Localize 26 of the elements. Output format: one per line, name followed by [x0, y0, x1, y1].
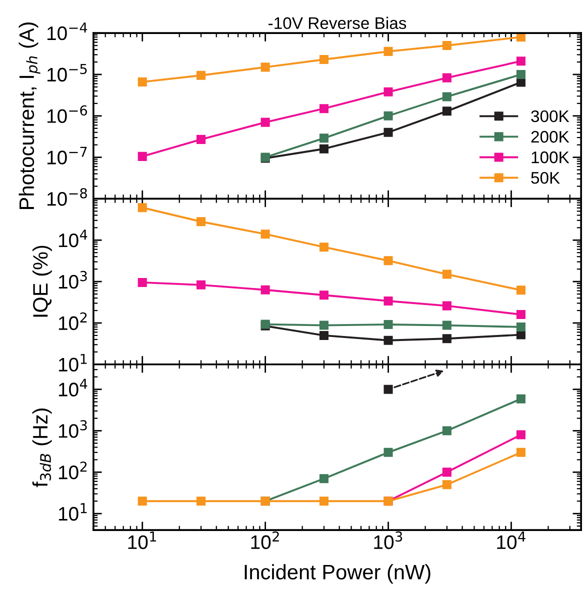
x-tick-label: 10$^{3}$ — [374, 531, 402, 550]
x-tick-label: 10$^{4}$ — [497, 532, 526, 550]
y-tick-label: 10$^{1}$ — [58, 503, 87, 521]
y-tick-label: 10$^{4}$ — [58, 230, 88, 248]
y-tick-label: 10$^{3}$ — [58, 270, 87, 289]
y-tick-label: 10$^{4}$ — [58, 378, 88, 396]
x-tick-label: 10$^{2}$ — [251, 531, 279, 550]
y-axis-title: Photocurrent, I$_{ph}$ (A) — [18, 22, 40, 209]
legend-label: 200K — [531, 130, 570, 143]
y-tick-label: 10$^{2}$ — [58, 462, 87, 480]
y-tick-label: 10$^{−5}$ — [47, 64, 87, 82]
y-tick-label: 10$^{−8}$ — [47, 188, 87, 206]
x-axis-title: Incident Power (nW) — [244, 564, 430, 584]
y-axis-title: f$_{3dB}$ (Hz) — [32, 408, 52, 488]
y-axis-title: IQE (%) — [32, 246, 52, 317]
y-tick-label: 10$^{2}$ — [58, 312, 87, 330]
y-tick-label: 10$^{−7}$ — [47, 146, 87, 164]
y-tick-label: 10$^{3}$ — [58, 420, 87, 438]
x-tick-label: 10$^{1}$ — [128, 532, 156, 550]
y-tick-label: 10$^{1}$ — [58, 354, 87, 372]
y-tick-label: 10$^{−6}$ — [47, 105, 88, 123]
legend-label: 100K — [532, 151, 570, 164]
chart-title: -10V Reverse Bias — [268, 16, 406, 30]
legend-label: 300K — [531, 110, 570, 122]
legend-label: 50K — [531, 172, 560, 184]
y-tick-label: 10$^{−4}$ — [47, 22, 88, 40]
